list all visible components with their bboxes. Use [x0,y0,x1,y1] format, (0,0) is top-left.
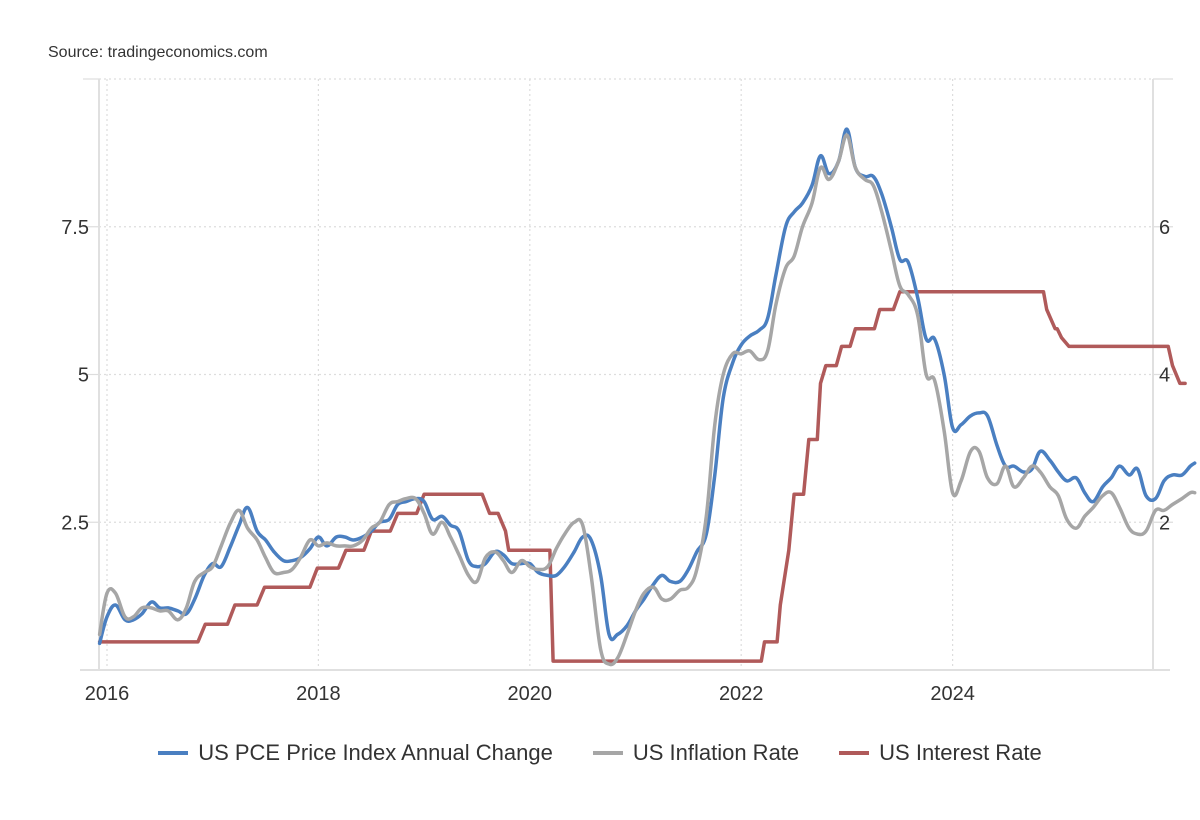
tick-labels: 2.5 5 7.5 2 4 6 2016 2018 2020 2022 2024 [61,217,1170,705]
series-line-inflation [97,133,1197,667]
left-tick-label: 7.5 [61,217,89,239]
series-line-pce [97,127,1197,646]
left-tick-label: 2.5 [61,512,89,534]
x-tick-label: 2016 [85,683,130,705]
legend-label-pce: US PCE Price Index Annual Change [198,740,553,765]
legend-label-inflation: US Inflation Rate [632,740,800,765]
legend: US PCE Price Index Annual Change US Infl… [0,740,1200,766]
x-tick-label: 2024 [930,683,975,705]
legend-label-interest: US Interest Rate [879,740,1042,765]
legend-swatch-interest [839,751,870,755]
right-tick-label: 2 [1159,512,1170,534]
legend-item-pce[interactable]: US PCE Price Index Annual Change [158,740,553,766]
x-tick-label: 2022 [719,683,764,705]
x-tick-label: 2018 [296,683,341,705]
source-label: Source: tradingeconomics.com [48,44,268,61]
series-group [97,127,1197,667]
grid [99,78,1153,670]
legend-swatch-inflation [592,751,623,755]
legend-swatch-pce [158,751,189,755]
x-tick-label: 2020 [508,683,553,705]
legend-item-interest[interactable]: US Interest Rate [839,740,1042,766]
legend-item-inflation[interactable]: US Inflation Rate [592,740,800,766]
left-tick-label: 5 [78,365,89,387]
right-tick-label: 4 [1159,365,1170,387]
axes [80,78,1173,671]
right-tick-label: 6 [1159,217,1170,239]
series-line-interest [97,290,1187,663]
